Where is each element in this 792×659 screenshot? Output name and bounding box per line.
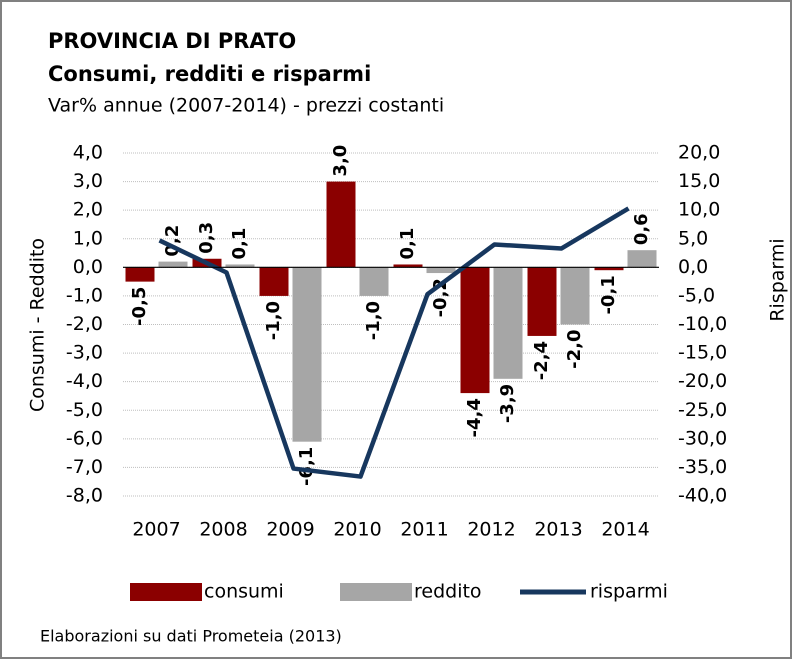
- chart-subtitle-2: Var% annue (2007-2014) - prezzi costanti: [48, 95, 444, 117]
- data-label: 3,0: [330, 145, 351, 177]
- data-label: 0,1: [397, 228, 418, 260]
- legend-swatch: [130, 583, 202, 601]
- x-tick-label: 2007: [132, 519, 180, 541]
- x-tick-label: 2008: [199, 519, 247, 541]
- y-tick-label: -3,0: [66, 342, 103, 364]
- y2-tick-label: 0,0: [678, 256, 708, 278]
- y2-tick-label: -25,0: [678, 399, 727, 421]
- x-tick-label: 2010: [333, 519, 381, 541]
- chart-title: PROVINCIA DI PRATO: [48, 29, 296, 53]
- bar: [594, 267, 624, 271]
- y2-tick-label: 5,0: [678, 227, 708, 249]
- data-label: -0,1: [598, 275, 619, 314]
- data-label: -2,4: [531, 341, 552, 380]
- y2-tick-label: 20,0: [678, 142, 720, 164]
- y2-tick-label: -10,0: [678, 313, 727, 335]
- bar: [225, 264, 255, 268]
- line-series: [158, 206, 630, 479]
- bar: [359, 267, 389, 296]
- y2-tick-label: -20,0: [678, 370, 727, 392]
- bar: [158, 261, 188, 268]
- data-label: 0,6: [631, 213, 652, 245]
- y-tick-label: -6,0: [66, 427, 103, 449]
- legend-label: consumi: [204, 581, 284, 603]
- bar: [259, 267, 289, 296]
- bar: [627, 250, 657, 268]
- y-tick-label: -1,0: [66, 284, 103, 306]
- data-label: 0,1: [229, 228, 250, 260]
- y-tick-label: -5,0: [66, 399, 103, 421]
- bar: [292, 267, 322, 442]
- data-label: -1,0: [263, 301, 284, 340]
- data-label: -6,1: [296, 447, 317, 486]
- data-label: -0,5: [129, 287, 150, 326]
- data-label: 0,3: [196, 222, 217, 254]
- x-tick-label: 2014: [601, 519, 649, 541]
- y-tick-label: 1,0: [73, 227, 103, 249]
- legend-label: risparmi: [590, 581, 668, 603]
- y-tick-label: 0,0: [73, 256, 103, 278]
- y2-tick-label: -15,0: [678, 342, 727, 364]
- y2-tick-label: -30,0: [678, 427, 727, 449]
- data-label: -4,4: [464, 398, 485, 437]
- y-tick-label: -4,0: [66, 370, 103, 392]
- y2-tick-label: 15,0: [678, 170, 720, 192]
- x-tick-label: 2013: [534, 519, 582, 541]
- bar: [125, 267, 155, 282]
- data-label: -3,9: [497, 384, 518, 423]
- bar: [426, 267, 456, 274]
- bar: [560, 267, 590, 325]
- y2-tick-label: -40,0: [678, 485, 727, 507]
- y-tick-label: -2,0: [66, 313, 103, 335]
- y2-tick-label: -5,0: [678, 284, 715, 306]
- data-label: -2,0: [564, 330, 585, 369]
- y-tick-label: 4,0: [73, 142, 103, 164]
- legend-label: reddito: [414, 581, 482, 603]
- y-tick-label: -7,0: [66, 456, 103, 478]
- y-tick-label: -8,0: [66, 485, 103, 507]
- y2-axis-title: Risparmi: [767, 238, 789, 321]
- y-axis-title: Consumi - Reddito: [27, 238, 49, 412]
- bar: [493, 267, 523, 379]
- y-tick-label: 2,0: [73, 199, 103, 221]
- chart-subtitle: Consumi, redditi e risparmi: [48, 62, 371, 86]
- bar: [326, 181, 356, 268]
- legend-swatch: [340, 583, 412, 601]
- x-tick-label: 2011: [400, 519, 448, 541]
- source-note: Elaborazioni su dati Prometeia (2013): [40, 627, 342, 646]
- y2-tick-label: 10,0: [678, 199, 720, 221]
- x-tick-label: 2009: [266, 519, 314, 541]
- data-label: -1,0: [363, 301, 384, 340]
- bar: [393, 264, 423, 268]
- x-tick-label: 2012: [467, 519, 515, 541]
- bar: [527, 267, 557, 336]
- y-tick-label: 3,0: [73, 170, 103, 192]
- y2-tick-label: -35,0: [678, 456, 727, 478]
- bar: [460, 267, 490, 394]
